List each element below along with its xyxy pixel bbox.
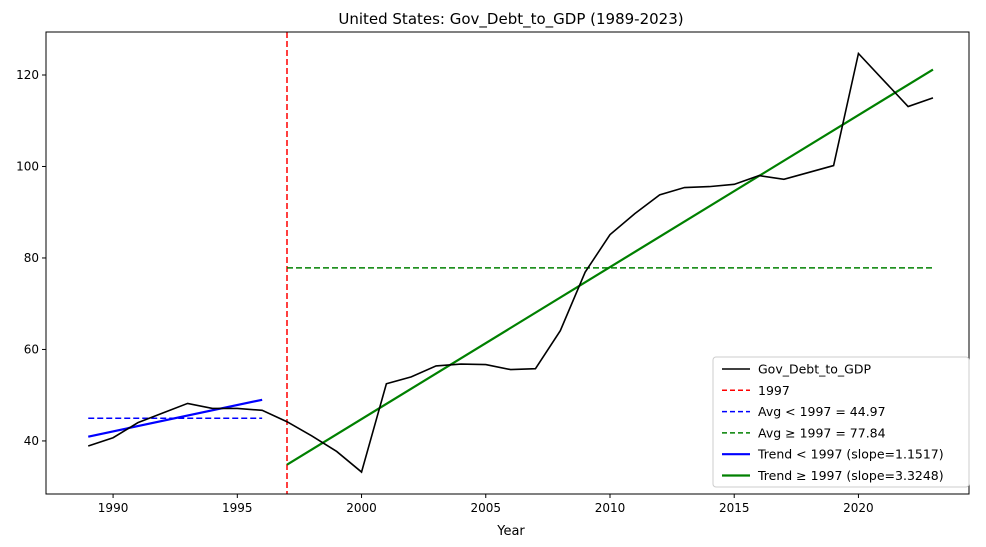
x-tick-label: 2005	[470, 501, 501, 515]
x-tick-label: 2015	[719, 501, 750, 515]
y-tick-label: 100	[16, 159, 39, 173]
legend: Gov_Debt_to_GDP 1997 Avg < 1997 = 44.97 Avg…	[712, 356, 970, 488]
trend-line-3	[88, 398, 263, 438]
x-axis-label: Year	[496, 524, 525, 539]
legend-label: Avg < 1997 = 44.97	[758, 404, 886, 419]
plot-frame	[45, 31, 970, 495]
legend-box	[712, 356, 970, 488]
chart-title: United States: Gov_Debt_to_GDP (1989-202…	[338, 10, 683, 29]
trend-line-4	[286, 68, 934, 466]
x-tick-label: 2010	[595, 501, 626, 515]
y-tick-label: 80	[24, 251, 39, 265]
x-tick-label: 2000	[346, 501, 377, 515]
legend-label: 1997	[758, 383, 790, 398]
x-tick-label: 2020	[843, 501, 874, 515]
legend-label: Avg ≥ 1997 = 77.84	[758, 425, 886, 440]
y-tick-label: 40	[24, 434, 39, 448]
legend-label: Trend < 1997 (slope=1.1517)	[757, 447, 944, 462]
x-tick-label: 1990	[98, 501, 129, 515]
y-tick-label: 120	[16, 68, 39, 82]
legend-label: Gov_Debt_to_GDP	[758, 362, 871, 377]
legend-label: Trend ≥ 1997 (slope=3.3248)	[757, 468, 944, 483]
x-tick-label: 1995	[222, 501, 253, 515]
y-tick-label: 60	[24, 342, 39, 356]
